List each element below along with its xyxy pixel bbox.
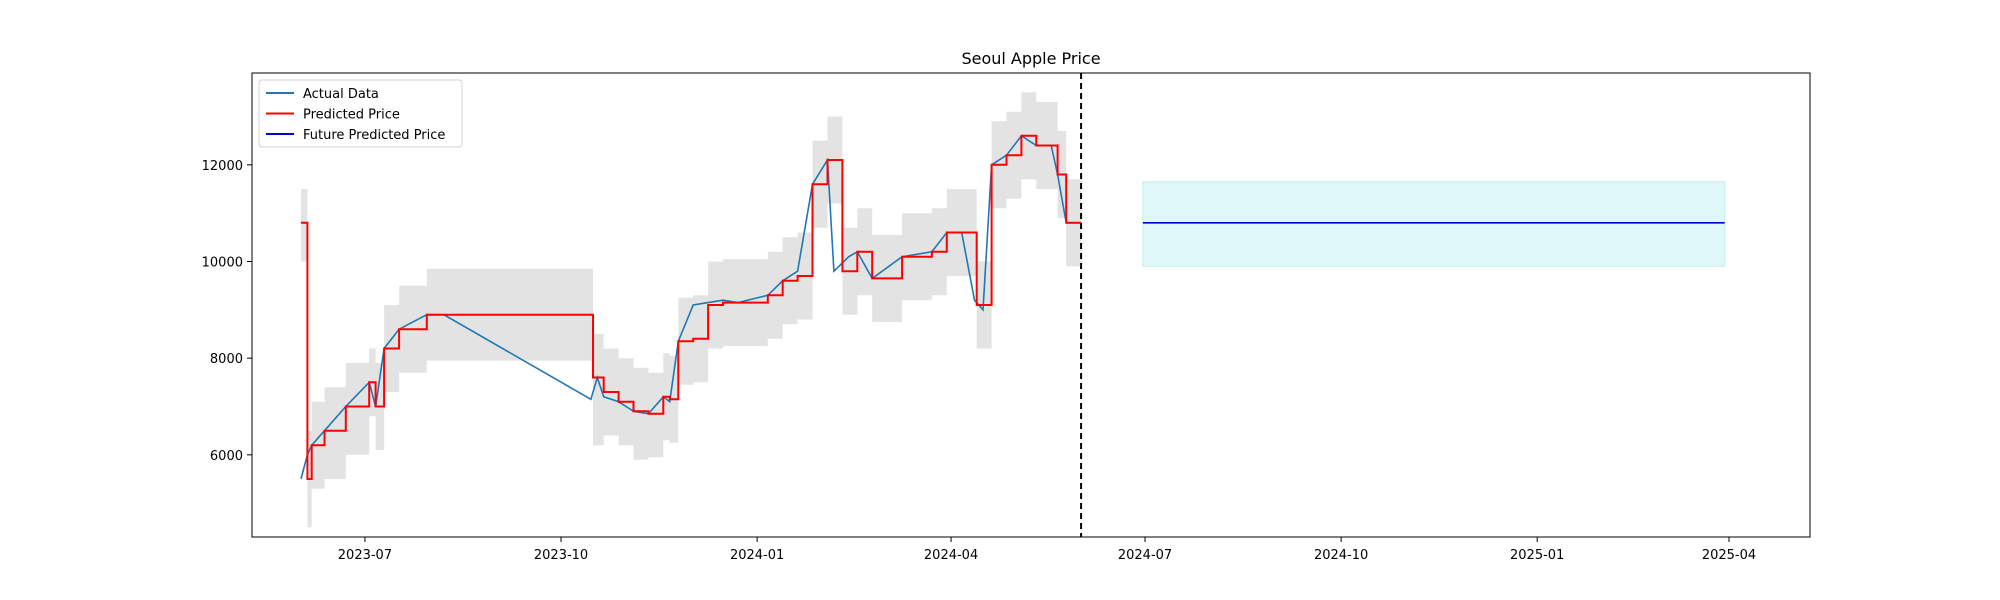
chart-title: Seoul Apple Price	[961, 49, 1100, 68]
y-tick-label: 6000	[210, 449, 243, 464]
x-tick-label: 2024-07	[1118, 548, 1172, 563]
plot-frame	[251, 72, 1811, 538]
y-axis-ticks: 6000 8000 10000 12000	[202, 159, 252, 464]
x-tick-label: 2024-01	[730, 548, 784, 563]
legend: Actual Data Predicted Price Future Predict…	[258, 79, 463, 148]
x-tick-label: 2024-04	[924, 548, 978, 563]
x-axis-ticks: 2023-07 2023-10 2024-01 2024-04 2024-07 2024-…	[338, 537, 1756, 563]
x-tick-label: 2023-10	[534, 548, 588, 563]
series-lines-layer	[300, 134, 1725, 480]
y-tick-label: 12000	[202, 159, 243, 174]
future-confidence-band-layer	[1142, 181, 1726, 267]
x-tick-label: 2025-04	[1702, 548, 1756, 563]
x-tick-label: 2025-01	[1510, 548, 1564, 563]
legend-label-predicted-price: Predicted Price	[303, 108, 400, 123]
legend-label-future-predicted-price: Future Predicted Price	[303, 128, 445, 143]
y-tick-label: 8000	[210, 352, 243, 367]
x-tick-label: 2024-10	[1314, 548, 1368, 563]
legend-label-actual-data: Actual Data	[303, 87, 379, 102]
x-tick-label: 2023-07	[338, 548, 392, 563]
future-confidence-band	[1142, 181, 1726, 267]
y-tick-label: 10000	[202, 256, 243, 271]
legend-box	[258, 79, 463, 148]
series-line-predicted-price	[301, 134, 1082, 480]
